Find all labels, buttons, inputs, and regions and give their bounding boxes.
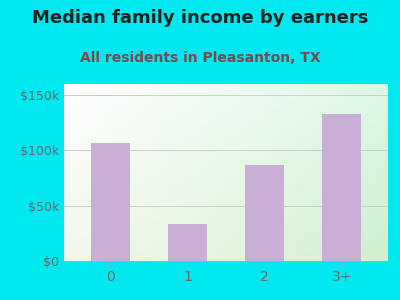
- Text: Median family income by earners: Median family income by earners: [32, 9, 368, 27]
- Bar: [245, 165, 284, 261]
- Text: All residents in Pleasanton, TX: All residents in Pleasanton, TX: [80, 51, 320, 65]
- Bar: [168, 224, 207, 261]
- Bar: [322, 114, 361, 261]
- Bar: [91, 142, 130, 261]
